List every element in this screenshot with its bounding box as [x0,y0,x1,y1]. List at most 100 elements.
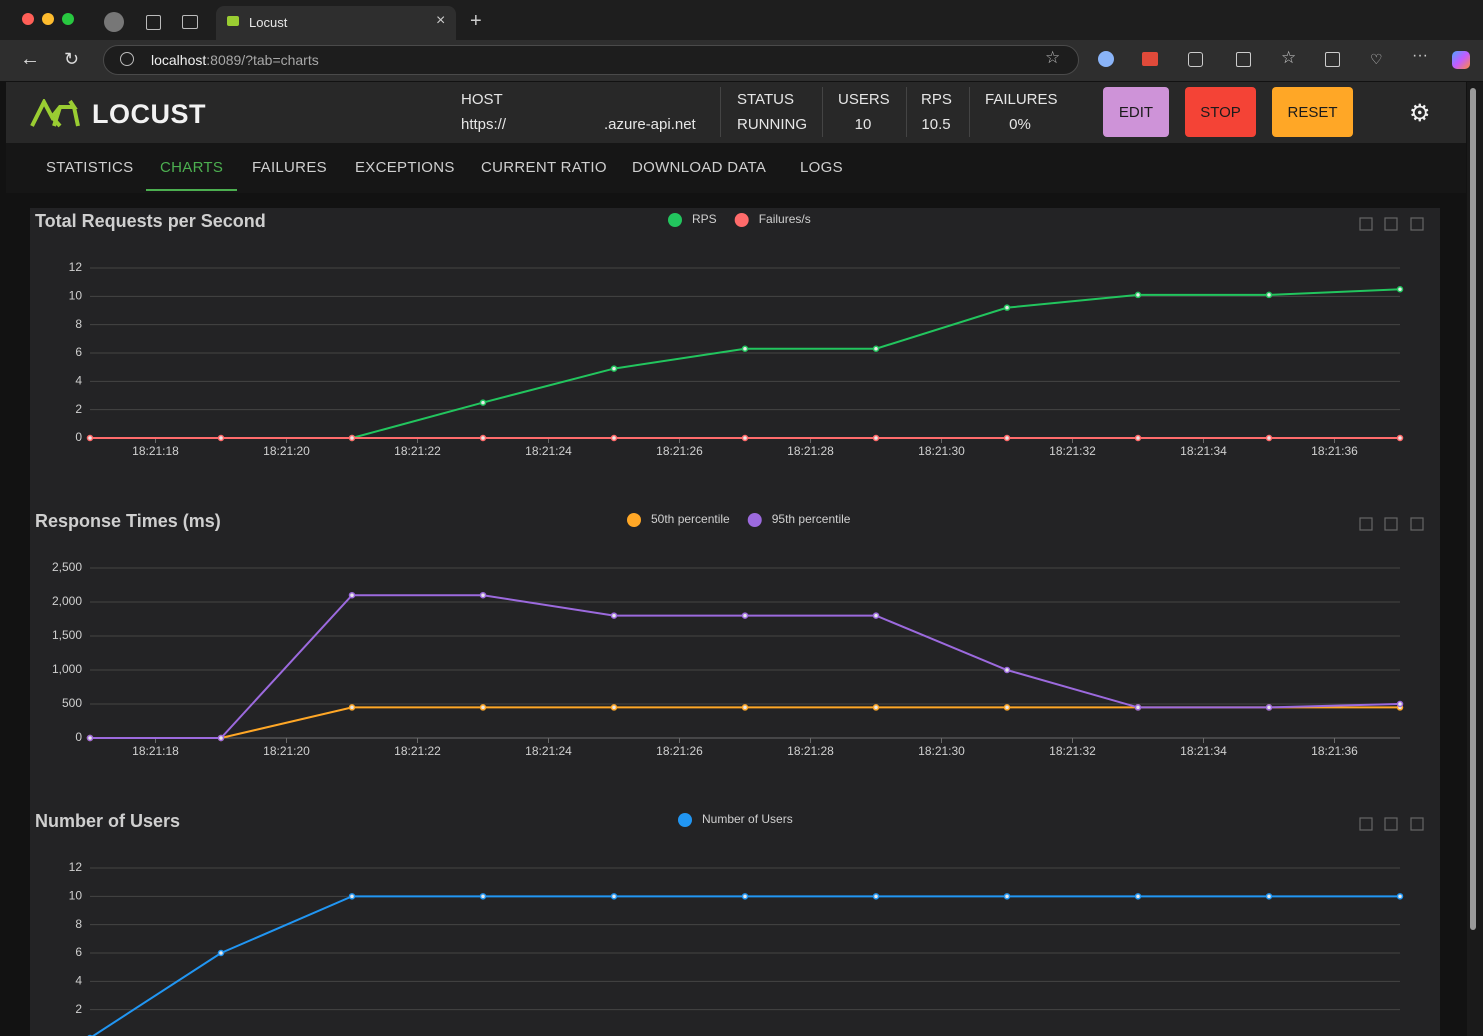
new-tab[interactable]: + [470,10,482,32]
users-value: 10 [854,116,872,133]
nav-tab[interactable]: CURRENT RATIO [481,159,607,176]
health-icon[interactable]: ♡ [1370,51,1383,67]
x-tick-label: 18:21:22 [394,744,441,758]
workspaces-icon[interactable] [146,15,161,30]
data-point [1003,666,1011,674]
collections-icon[interactable] [1325,52,1340,67]
close-window[interactable] [22,13,34,25]
host-suffix: .azure-api.net [604,116,696,133]
y-tick-label: 6 [75,345,82,359]
address-bar[interactable] [103,45,1079,75]
extensions-icon[interactable] [1188,52,1203,67]
data-point [348,704,356,711]
legend-marker [747,513,762,527]
nav-tab[interactable]: EXCEPTIONS [355,159,455,176]
copilot-icon[interactable] [1452,51,1470,69]
nav-tab[interactable]: CHARTS [160,159,224,176]
y-tick-label: 1,500 [52,628,82,642]
separator [969,87,970,137]
x-tick-label: 18:21:26 [656,744,703,758]
x-tick-label: 18:21:36 [1311,444,1358,458]
data-point [217,434,225,442]
x-tick-label: 18:21:20 [263,744,310,758]
favorite-star[interactable]: ☆ [1045,48,1061,67]
data-point [86,434,94,442]
nav-tab[interactable]: LOGS [800,159,843,176]
rps-value: 10.5 [921,116,951,133]
minimize-window[interactable] [42,13,54,25]
reload-button[interactable]: ↻ [64,49,80,69]
data-point [1265,291,1273,299]
split-screen-icon[interactable] [1236,52,1251,67]
active-tab[interactable] [216,6,456,40]
theme-toggle[interactable]: ⚙ [1409,100,1431,127]
toolbox-icon [1384,217,1398,231]
separator [906,87,907,137]
y-tick-label: 10 [69,889,83,903]
data-point [741,612,749,619]
extension-icon[interactable] [1142,52,1158,66]
failures-value: 0% [1009,116,1031,133]
x-tick-label: 18:21:22 [394,444,441,458]
y-tick-label: 8 [75,917,82,931]
data-point [1003,704,1011,711]
separator [822,87,823,137]
x-tick-label: 18:21:18 [132,744,179,758]
data-point [741,704,749,711]
edit-button[interactable]: EDIT [1103,87,1169,137]
data-point [610,893,618,900]
x-tick-label: 18:21:36 [1311,744,1358,758]
menu-icon[interactable]: ··· [1412,47,1428,64]
nav-tab[interactable]: DOWNLOAD DATA [632,159,767,176]
reset-button[interactable]: RESET [1272,87,1353,137]
chart-title: Response Times (ms) [35,511,221,531]
y-tick-label: 0 [75,430,82,444]
users-label: USERS [838,91,890,108]
profile-avatar[interactable] [104,12,124,32]
nav-tab[interactable]: STATISTICS [46,159,134,176]
data-point [479,434,487,442]
toolbox-icon [1384,817,1398,831]
legend-marker [678,813,692,827]
toolbox-icon [1359,217,1373,231]
data-point [348,893,356,900]
active-tab-indicator [146,189,237,191]
url-host: localhost [151,52,207,68]
data-point [872,434,880,442]
scrollbar-thumb[interactable] [1470,88,1476,930]
x-tick-label: 18:21:34 [1180,444,1227,458]
x-tick-label: 18:21:28 [787,444,834,458]
favorites-icon[interactable]: ☆ [1281,48,1297,67]
data-point [872,612,880,619]
data-point [741,345,749,352]
y-tick-label: 4 [75,974,82,988]
data-point [610,434,618,442]
x-tick-label: 18:21:30 [918,444,965,458]
toolbox-icon [1384,517,1398,531]
tab-nav [6,143,1466,193]
data-point [86,734,94,742]
data-point [348,434,356,442]
data-point [1265,893,1273,900]
back-button[interactable]: ← [20,48,40,70]
legend-marker [734,213,749,227]
stop-button[interactable]: STOP [1185,87,1256,137]
data-point [1396,286,1404,293]
extension-icon[interactable] [1098,51,1114,67]
nav-tab[interactable]: FAILURES [252,159,327,176]
tab-actions-icon[interactable] [182,15,198,29]
x-tick-label: 18:21:24 [525,444,572,458]
legend-marker [627,513,641,527]
failures-label: FAILURES [985,91,1058,108]
maximize-window[interactable] [62,13,74,25]
host-prefix: https:// [461,116,507,133]
close-tab[interactable]: × [436,12,446,29]
y-tick-label: 500 [62,696,82,710]
y-tick-label: 0 [75,730,82,744]
data-point [1134,291,1142,299]
data-point [1003,304,1011,311]
data-point [1134,704,1142,711]
logo-path [30,97,80,128]
site-info-icon[interactable] [120,52,134,66]
data-point [610,612,618,619]
